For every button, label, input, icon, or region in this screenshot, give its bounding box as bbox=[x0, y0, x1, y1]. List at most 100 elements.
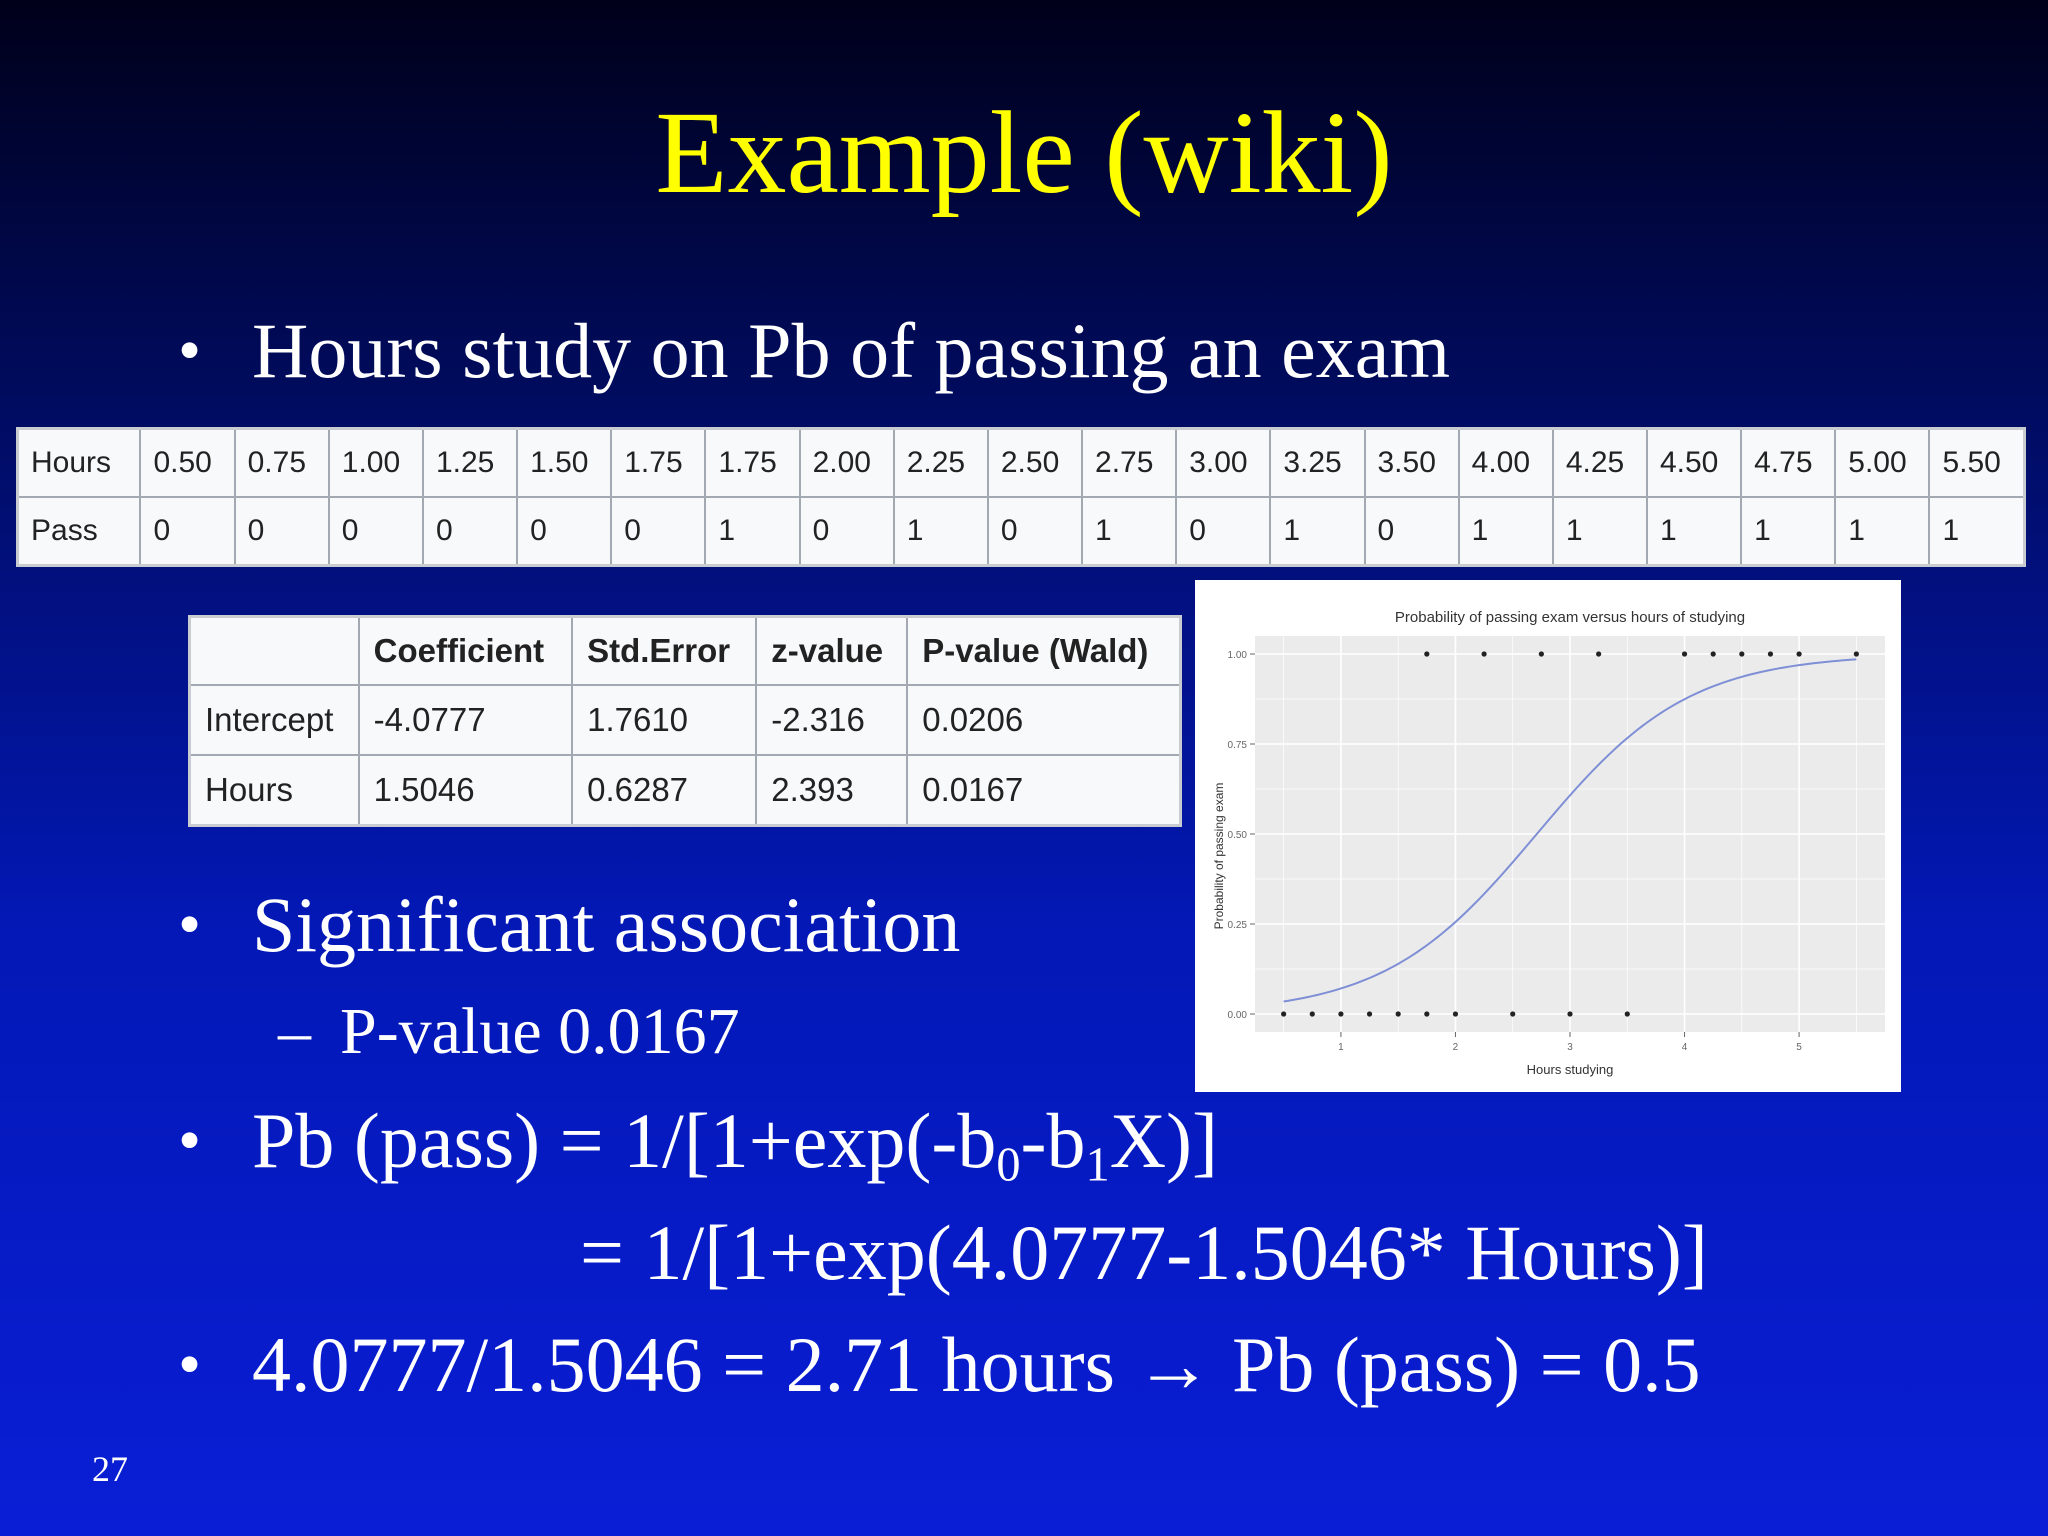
sub-bullet-pvalue: – P-value 0.0167 bbox=[278, 994, 740, 1070]
bullet-significant: • Significant association bbox=[178, 880, 961, 970]
data-point bbox=[1796, 651, 1802, 657]
table-cell-pass: 0 bbox=[421, 496, 519, 567]
data-point bbox=[1567, 1011, 1573, 1017]
table-cell-hours: 2.50 bbox=[986, 427, 1084, 498]
table-cell: 0.6287 bbox=[571, 754, 758, 827]
table-cell-pass: 1 bbox=[892, 496, 989, 567]
table-cell-hours: 0.50 bbox=[139, 427, 236, 498]
x-tick-label: 3 bbox=[1567, 1042, 1573, 1053]
table-cell-hours: 5.50 bbox=[1928, 427, 2026, 498]
coefficient-header-cell: Std.Error bbox=[571, 615, 758, 686]
table-cell-pass: 0 bbox=[986, 496, 1084, 567]
table-cell-hours: 4.00 bbox=[1457, 427, 1554, 498]
coefficient-header-cell: P-value (Wald) bbox=[906, 615, 1182, 686]
coefficient-header-cell: Coefficient bbox=[357, 615, 574, 686]
bullet-glyph: • bbox=[178, 1328, 202, 1401]
table-cell: Intercept bbox=[188, 684, 360, 756]
x-tick-label: 1 bbox=[1338, 1042, 1344, 1053]
data-point bbox=[1452, 1011, 1459, 1017]
table-cell-pass: 1 bbox=[1740, 496, 1837, 567]
table-cell-pass: 0 bbox=[139, 496, 236, 567]
table-cell: 1.5046 bbox=[357, 754, 574, 827]
table-cell-hours: 2.75 bbox=[1081, 427, 1178, 498]
chart-title: Probability of passing exam versus hours… bbox=[1395, 609, 1745, 626]
table-cell-pass: 1 bbox=[1834, 496, 1931, 567]
hours-pass-table: Hours 0.50 0.75 1.00 1.25 1.50 1.75 1.75 2.00 2.… bbox=[16, 427, 2026, 567]
data-point bbox=[1309, 1011, 1315, 1017]
table-row-hours: Hours 0.50 0.75 1.00 1.25 1.50 1.75 1.75 2.00 2.… bbox=[16, 427, 2026, 498]
data-point bbox=[1395, 1011, 1401, 1017]
table-cell-hours: 1.75 bbox=[610, 427, 707, 498]
formula-part: Pb (pass) = 1/[1+exp(-b bbox=[252, 1097, 997, 1184]
table-cell-hours: 4.75 bbox=[1740, 427, 1837, 498]
data-point bbox=[1596, 651, 1602, 657]
dash-glyph: – bbox=[278, 995, 311, 1068]
table-cell-pass: 1 bbox=[1551, 496, 1648, 567]
coefficient-table: Coefficient Std.Error z-value P-value (Wald… bbox=[188, 615, 1182, 827]
bullet-formula: • Pb (pass) = 1/[1+exp(-b0-b1X)] bbox=[178, 1096, 1218, 1189]
x-tick-label: 4 bbox=[1682, 1042, 1688, 1053]
table-cell-hours: 1.25 bbox=[421, 427, 519, 498]
table-cell-hours: 3.00 bbox=[1175, 427, 1272, 498]
row-label-pass: Pass bbox=[16, 496, 142, 567]
chart-x-axis-label: Hours studying bbox=[1527, 1062, 1614, 1077]
bullet-glyph: • bbox=[178, 314, 202, 387]
table-cell-pass: 1 bbox=[1928, 496, 2026, 567]
chart-svg: Probability of passing exam versus hours… bbox=[1212, 609, 1885, 1077]
bullet-glyph: • bbox=[178, 1104, 202, 1177]
page-number: 27 bbox=[92, 1449, 128, 1489]
table-cell-hours: 4.25 bbox=[1551, 427, 1648, 498]
formula-continuation: = 1/[1+exp(4.0777-1.5046* Hours)] bbox=[580, 1209, 1708, 1296]
data-point bbox=[1424, 1011, 1430, 1017]
table-cell-pass: 1 bbox=[1645, 496, 1743, 567]
bullet-threshold: • 4.0777/1.5046 = 2.71 hours → Pb (pass)… bbox=[178, 1320, 1701, 1410]
formula-subscript-0: 0 bbox=[996, 1138, 1021, 1192]
coefficient-header-cell bbox=[188, 615, 360, 686]
table-cell: 0.0167 bbox=[906, 754, 1182, 827]
row-label-hours: Hours bbox=[16, 427, 142, 498]
table-cell-hours: 3.25 bbox=[1269, 427, 1366, 498]
bullet-text: Hours study on Pb of passing an exam bbox=[252, 307, 1451, 394]
sub-bullet-text: P-value 0.0167 bbox=[340, 995, 740, 1068]
chart-y-axis-label: Probability of passing exam bbox=[1212, 783, 1226, 930]
table-cell-hours: 2.00 bbox=[798, 427, 895, 498]
y-tick-label: 0.25 bbox=[1228, 920, 1248, 931]
y-tick-label: 0.00 bbox=[1228, 1010, 1248, 1021]
data-point bbox=[1366, 1011, 1373, 1017]
data-point bbox=[1739, 651, 1745, 657]
bullet-glyph: • bbox=[178, 888, 202, 961]
table-cell: -4.0777 bbox=[357, 684, 574, 756]
coefficient-header-cell: z-value bbox=[755, 615, 909, 686]
data-point bbox=[1681, 651, 1688, 657]
data-point bbox=[1281, 1011, 1287, 1017]
data-point bbox=[1338, 1011, 1344, 1017]
table-cell-hours: 2.25 bbox=[892, 427, 989, 498]
table-cell-hours: 3.50 bbox=[1363, 427, 1460, 498]
bullet-text: 4.0777/1.5046 = 2.71 hours → Pb (pass) =… bbox=[252, 1321, 1701, 1408]
data-point bbox=[1853, 651, 1859, 657]
table-cell-pass: 0 bbox=[1363, 496, 1460, 567]
table-cell-hours: 1.75 bbox=[704, 427, 801, 498]
y-tick-label: 0.75 bbox=[1228, 740, 1248, 751]
table-cell-hours: 4.50 bbox=[1645, 427, 1743, 498]
table-cell-hours: 1.00 bbox=[327, 427, 424, 498]
data-point bbox=[1510, 1011, 1516, 1017]
bullet-text: Significant association bbox=[252, 881, 961, 968]
table-cell: 1.7610 bbox=[571, 684, 758, 756]
table-row: Hours 1.5046 0.6287 2.393 0.0167 bbox=[188, 754, 1182, 827]
table-cell-hours: 1.50 bbox=[516, 427, 613, 498]
table-cell-pass: 0 bbox=[233, 496, 330, 567]
table-cell: -2.316 bbox=[755, 684, 909, 756]
formula-part: -b bbox=[1020, 1097, 1086, 1184]
x-tick-label: 5 bbox=[1796, 1042, 1802, 1053]
y-tick-label: 1.00 bbox=[1228, 650, 1248, 661]
table-cell: 2.393 bbox=[755, 754, 909, 827]
table-cell-hours: 5.00 bbox=[1834, 427, 1931, 498]
table-cell-pass: 0 bbox=[516, 496, 613, 567]
data-point bbox=[1538, 651, 1544, 657]
data-point bbox=[1767, 651, 1774, 657]
bullet-hours-study: • Hours study on Pb of passing an exam bbox=[178, 306, 1451, 396]
data-point bbox=[1424, 651, 1430, 657]
x-tick-label: 2 bbox=[1453, 1042, 1459, 1053]
table-cell: Hours bbox=[188, 754, 360, 827]
